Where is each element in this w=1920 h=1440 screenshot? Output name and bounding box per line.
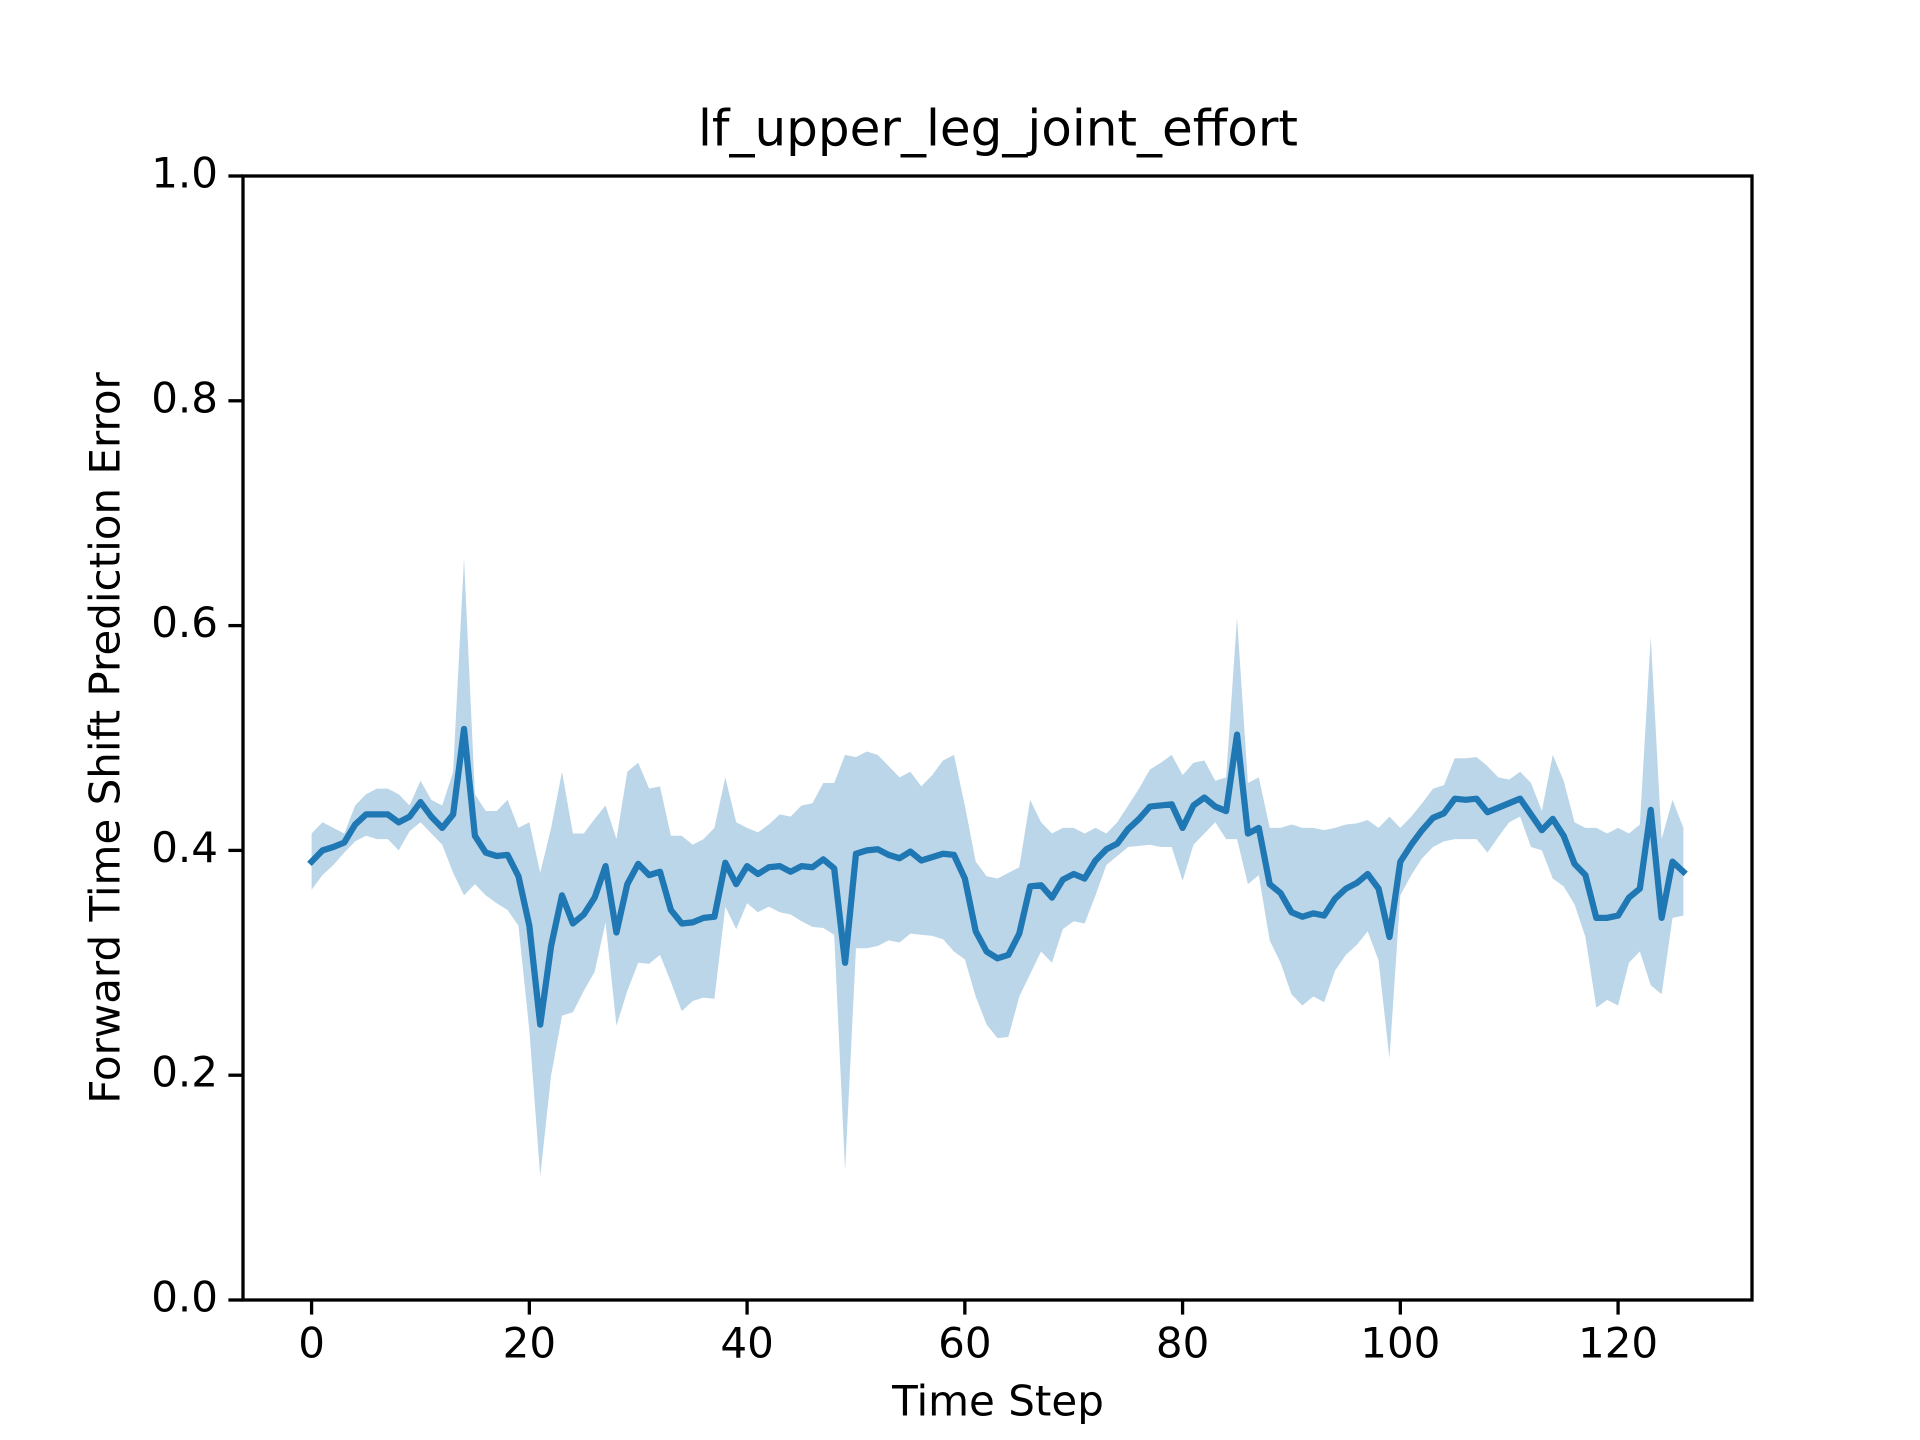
y-tick-label: 0.0 <box>151 1273 218 1322</box>
x-tick-label: 60 <box>938 1319 991 1368</box>
x-tick-label: 0 <box>298 1319 325 1368</box>
y-tick-label: 0.4 <box>151 823 218 872</box>
x-tick-label: 120 <box>1578 1319 1658 1368</box>
y-tick-label: 0.2 <box>151 1048 218 1097</box>
x-tick-label: 20 <box>503 1319 556 1368</box>
error-band <box>311 558 1684 1177</box>
chart-title: lf_upper_leg_joint_effort <box>698 100 1298 158</box>
y-tick-label: 0.6 <box>151 598 218 647</box>
y-tick-label: 0.8 <box>151 373 218 422</box>
y-tick-label: 1.0 <box>151 149 218 198</box>
y-axis-label: Forward Time Shift Prediction Error <box>81 371 130 1103</box>
data-line <box>307 725 1688 1028</box>
x-axis-label: Time Step <box>891 1377 1104 1426</box>
x-tick-label: 80 <box>1156 1319 1209 1368</box>
x-tick-label: 40 <box>720 1319 773 1368</box>
plot-frame <box>241 174 1754 1302</box>
x-tick-label: 100 <box>1360 1319 1440 1368</box>
